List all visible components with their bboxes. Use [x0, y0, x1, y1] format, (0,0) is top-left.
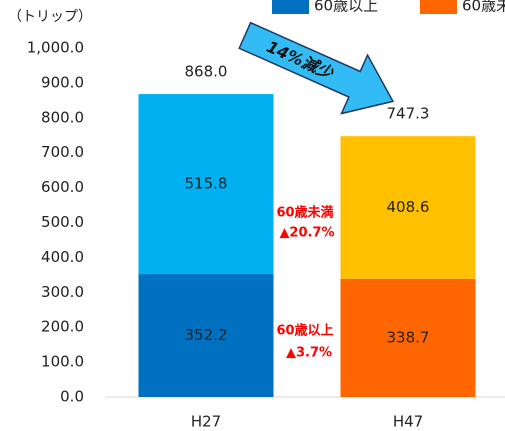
y-tick-label: 200.0: [41, 318, 84, 336]
y-tick-label: 100.0: [41, 353, 84, 371]
total-label: 868.0: [185, 63, 228, 81]
annotation: 60歳未満: [276, 205, 333, 221]
y-tick-label: 700.0: [41, 143, 84, 161]
legend-label: 60歳以上: [314, 0, 378, 15]
bar-segment: [340, 136, 476, 279]
y-tick-label: 900.0: [41, 73, 84, 91]
y-tick-label: 300.0: [41, 283, 84, 301]
y-tick-label: 1,000.0: [27, 39, 84, 57]
y-tick-label: 500.0: [41, 213, 84, 231]
decrease-arrow: 14%減少: [238, 21, 395, 115]
y-tick-label: 400.0: [41, 248, 84, 266]
annotation: 60歳以上: [276, 323, 333, 339]
total-label: 747.3: [387, 105, 430, 123]
y-axis-label: （トリップ）: [8, 9, 92, 25]
x-tick-label: H27: [191, 413, 221, 431]
data-label: 352.2: [185, 326, 228, 344]
bar-segment: [138, 274, 274, 397]
legend-swatch: [272, 0, 309, 14]
y-tick-label: 800.0: [41, 108, 84, 126]
y-tick-label: 600.0: [41, 178, 84, 196]
data-label: 408.6: [387, 198, 430, 216]
arrow-shape: [238, 21, 395, 115]
legend-label: 60歳未満: [462, 0, 505, 15]
bar-segment: [340, 278, 476, 397]
legend-swatch: [420, 0, 457, 14]
data-label: 515.8: [185, 175, 228, 193]
bar-segment: [138, 94, 274, 275]
annotation: ▲20.7%: [279, 226, 334, 241]
annotation: ▲3.7%: [286, 346, 332, 361]
plot: 0.0 100.0 200.0 300.0 400.0 500.0 600.0 700.0 80…: [27, 0, 505, 431]
y-tick-label: 0.0: [60, 388, 84, 406]
x-tick-label: H47: [393, 413, 423, 431]
data-label: 338.7: [387, 328, 430, 346]
